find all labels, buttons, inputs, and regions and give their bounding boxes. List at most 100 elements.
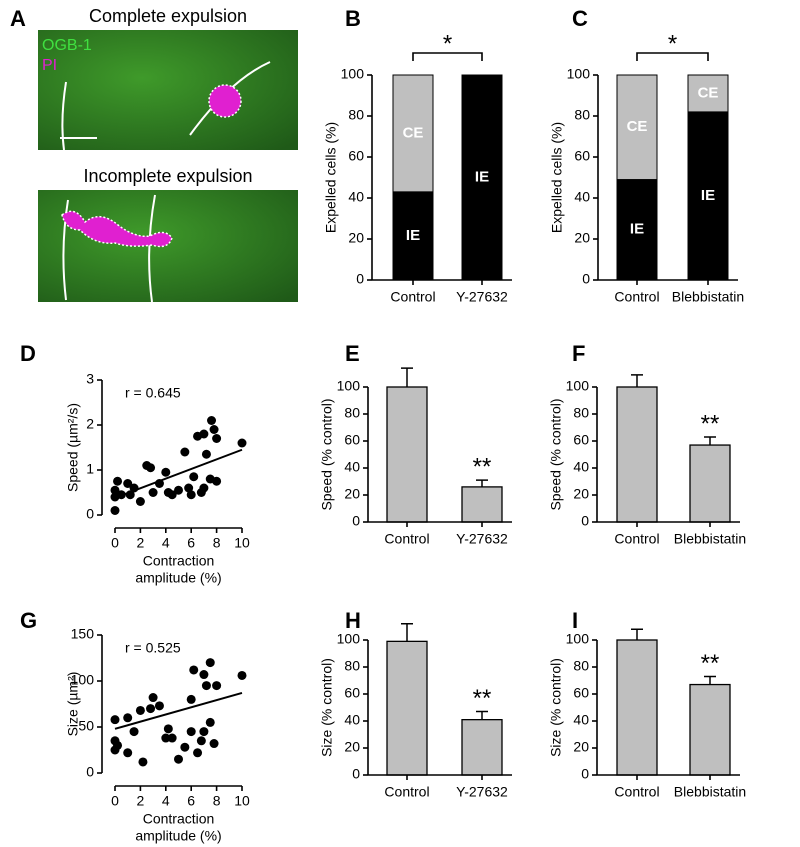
bar <box>689 683 731 776</box>
y-tick-label: 40 <box>344 459 360 475</box>
point <box>186 490 196 500</box>
y-tick-label: 40 <box>348 189 364 205</box>
panel-letter: H <box>345 608 361 633</box>
x-tick-label: Y-27632 <box>456 784 508 800</box>
x-tick-label: Control <box>614 289 659 305</box>
y-tick-label: 100 <box>71 672 95 688</box>
x-tick-label: 10 <box>234 793 250 809</box>
y-tick-label: 0 <box>86 764 94 780</box>
x-tick-label: Y-27632 <box>456 289 508 305</box>
bar-segment <box>392 74 434 193</box>
significance-bracket <box>412 52 483 61</box>
point <box>110 485 120 495</box>
point <box>110 506 120 515</box>
bar <box>386 386 428 523</box>
significance: ** <box>701 410 720 437</box>
point <box>189 472 199 482</box>
x-tick-label: Control <box>614 531 659 547</box>
point <box>199 483 209 493</box>
y-axis-label: Speed (% control) <box>548 398 564 510</box>
bar-segment <box>687 74 729 113</box>
x-tick-label: Blebbistatin <box>672 289 744 305</box>
point <box>113 476 123 486</box>
micrograph <box>38 190 298 302</box>
y-tick-label: 1 <box>86 461 94 477</box>
point <box>154 479 164 488</box>
y-tick-label: 0 <box>352 513 360 529</box>
panel-letter: D <box>20 341 36 366</box>
point <box>135 705 145 715</box>
bar <box>689 444 731 523</box>
y-axis-label: Speed (% control) <box>319 398 335 510</box>
point <box>201 681 211 691</box>
y-tick-label: 60 <box>573 685 589 701</box>
y-tick-label: 100 <box>337 378 361 394</box>
significance: ** <box>701 650 720 677</box>
x-tick-label: Control <box>390 289 435 305</box>
panel-letter: E <box>345 341 360 366</box>
x-tick-label: Control <box>384 531 429 547</box>
point <box>129 483 139 493</box>
x-tick-label: 8 <box>213 793 221 809</box>
y-tick-label: 100 <box>341 66 365 82</box>
y-tick-label: 0 <box>352 766 360 782</box>
panel-letter: I <box>572 608 578 633</box>
channel-label: OGB-1 <box>42 37 92 54</box>
bar-segment <box>461 74 503 281</box>
point <box>146 463 156 473</box>
error-bar <box>631 374 643 387</box>
bar <box>386 640 428 776</box>
point <box>193 748 203 758</box>
x-tick-label: 10 <box>234 535 250 551</box>
point <box>212 681 222 691</box>
expelled-cell <box>61 210 173 248</box>
y-tick-label: 20 <box>344 739 360 755</box>
panel-letter: B <box>345 6 361 31</box>
cell-border <box>62 199 69 301</box>
x-axis-label: Contraction <box>143 811 215 827</box>
bar-segment <box>616 74 658 181</box>
point <box>180 742 190 752</box>
y-tick-label: 80 <box>348 107 364 123</box>
cell-border <box>148 194 156 303</box>
y-tick-label: 20 <box>573 486 589 502</box>
bar-segment <box>616 179 658 281</box>
expelled-cell <box>208 84 242 118</box>
y-tick-label: 80 <box>574 107 590 123</box>
y-tick-label: 0 <box>581 513 589 529</box>
point <box>135 497 145 506</box>
x-tick-label: 0 <box>111 793 119 809</box>
segment-label: IE <box>701 187 715 204</box>
point <box>148 488 158 497</box>
panel-letter: G <box>20 608 37 633</box>
y-tick-label: 100 <box>566 378 590 394</box>
annotation: r = 0.645 <box>125 385 181 401</box>
x-tick-label: 6 <box>187 535 195 551</box>
panel-letter: F <box>572 341 585 366</box>
x-tick-label: 2 <box>137 535 145 551</box>
x-tick-label: 8 <box>213 535 221 551</box>
y-tick-label: 40 <box>573 712 589 728</box>
segment-label: CE <box>403 124 424 141</box>
point <box>199 670 209 680</box>
segment-label: CE <box>627 118 648 135</box>
segment-label: IE <box>630 221 644 238</box>
y-tick-label: 2 <box>86 416 94 432</box>
point <box>174 485 183 495</box>
significance: ** <box>473 685 492 712</box>
bar <box>616 639 658 776</box>
significance-bracket <box>636 52 709 61</box>
y-tick-label: 60 <box>348 148 364 164</box>
point <box>196 736 206 746</box>
y-tick-label: 20 <box>573 739 589 755</box>
y-tick-label: 50 <box>78 718 94 734</box>
y-axis-label: Size (µm²) <box>65 672 81 737</box>
y-tick-label: 80 <box>344 405 360 421</box>
y-axis-label: Size (% control) <box>319 658 335 757</box>
y-tick-label: 20 <box>574 230 590 246</box>
y-tick-label: 80 <box>573 405 589 421</box>
error-bar <box>476 479 488 487</box>
point <box>154 701 164 711</box>
point <box>110 715 120 725</box>
